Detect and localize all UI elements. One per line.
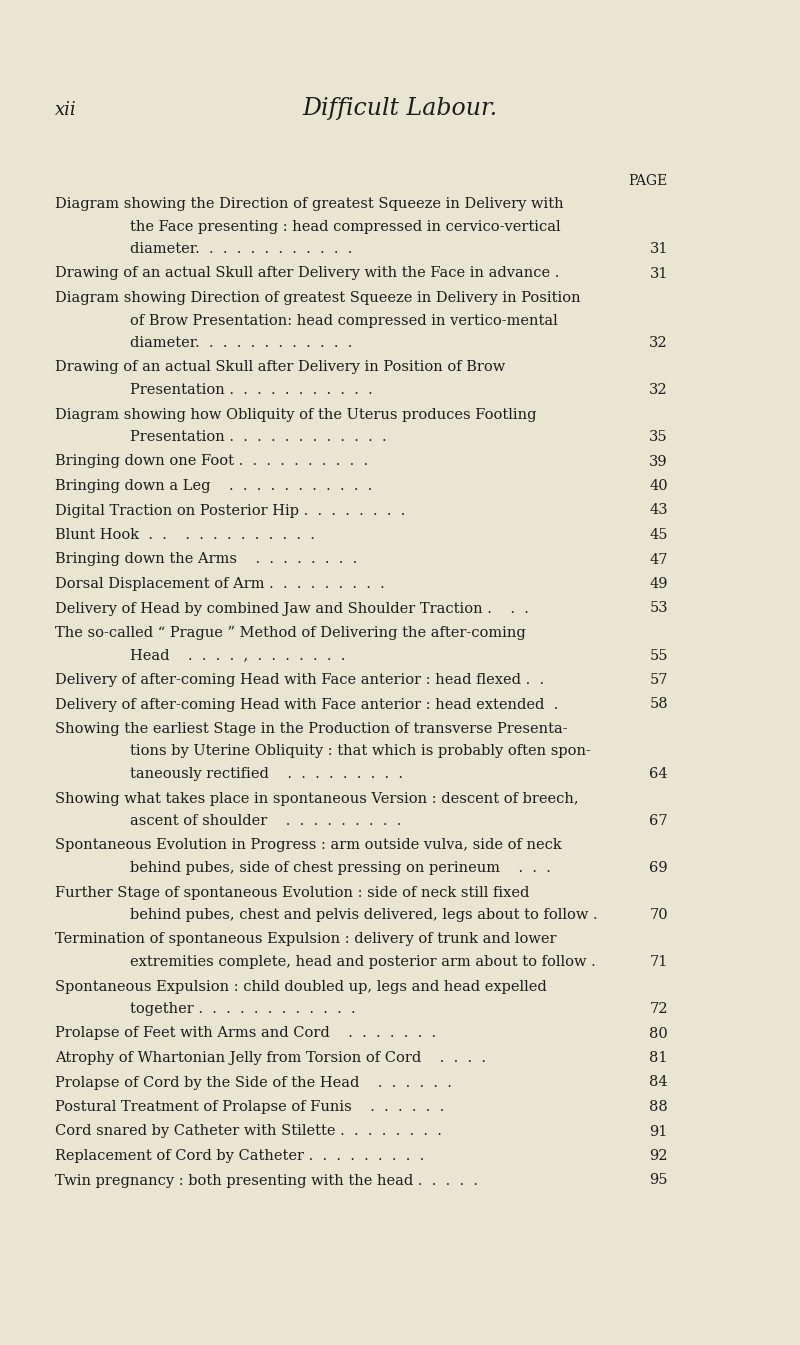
Text: ascent of shoulder    .  .  .  .  .  .  .  .  .: ascent of shoulder . . . . . . . . . <box>130 814 402 829</box>
Text: Prolapse of Feet with Arms and Cord    .  .  .  .  .  .  .: Prolapse of Feet with Arms and Cord . . … <box>55 1026 436 1041</box>
Text: 72: 72 <box>650 1002 668 1015</box>
Text: 32: 32 <box>650 383 668 397</box>
Text: 32: 32 <box>650 336 668 350</box>
Text: Showing the earliest Stage in the Production of transverse Presenta-: Showing the earliest Stage in the Produc… <box>55 722 568 736</box>
Text: 69: 69 <box>650 861 668 876</box>
Text: 71: 71 <box>650 955 668 968</box>
Text: Bringing down a Leg    .  .  .  .  .  .  .  .  .  .  .: Bringing down a Leg . . . . . . . . . . … <box>55 479 372 494</box>
Text: 67: 67 <box>650 814 668 829</box>
Text: 91: 91 <box>650 1124 668 1138</box>
Text: 64: 64 <box>650 767 668 781</box>
Text: 45: 45 <box>650 529 668 542</box>
Text: 31: 31 <box>650 266 668 281</box>
Text: behind pubes, side of chest pressing on perineum    .  .  .: behind pubes, side of chest pressing on … <box>130 861 551 876</box>
Text: 39: 39 <box>650 455 668 468</box>
Text: Bringing down one Foot .  .  .  .  .  .  .  .  .  .: Bringing down one Foot . . . . . . . . .… <box>55 455 368 468</box>
Text: 92: 92 <box>650 1149 668 1163</box>
Text: 57: 57 <box>650 672 668 687</box>
Text: 81: 81 <box>650 1050 668 1065</box>
Text: Replacement of Cord by Catheter .  .  .  .  .  .  .  .  .: Replacement of Cord by Catheter . . . . … <box>55 1149 424 1163</box>
Text: diameter.  .  .  .  .  .  .  .  .  .  .  .: diameter. . . . . . . . . . . . <box>130 336 352 350</box>
Text: Termination of spontaneous Expulsion : delivery of trunk and lower: Termination of spontaneous Expulsion : d… <box>55 932 557 947</box>
Text: Showing what takes place in spontaneous Version : descent of breech,: Showing what takes place in spontaneous … <box>55 791 578 806</box>
Text: 35: 35 <box>650 430 668 444</box>
Text: together .  .  .  .  .  .  .  .  .  .  .  .: together . . . . . . . . . . . . <box>130 1002 356 1015</box>
Text: diameter.  .  .  .  .  .  .  .  .  .  .  .: diameter. . . . . . . . . . . . <box>130 242 352 256</box>
Text: 55: 55 <box>650 648 668 663</box>
Text: Delivery of after-coming Head with Face anterior : head extended  .: Delivery of after-coming Head with Face … <box>55 698 558 712</box>
Text: the Face presenting : head compressed in cervico-vertical: the Face presenting : head compressed in… <box>130 219 561 234</box>
Text: Digital Traction on Posterior Hip .  .  .  .  .  .  .  .: Digital Traction on Posterior Hip . . . … <box>55 503 406 518</box>
Text: 43: 43 <box>650 503 668 518</box>
Text: Drawing of an actual Skull after Delivery in Position of Brow: Drawing of an actual Skull after Deliver… <box>55 360 506 374</box>
Text: 31: 31 <box>650 242 668 256</box>
Text: Twin pregnancy : both presenting with the head .  .  .  .  .: Twin pregnancy : both presenting with th… <box>55 1173 478 1188</box>
Text: Bringing down the Arms    .  .  .  .  .  .  .  .: Bringing down the Arms . . . . . . . . <box>55 553 358 566</box>
Text: Prolapse of Cord by the Side of the Head    .  .  .  .  .  .: Prolapse of Cord by the Side of the Head… <box>55 1076 452 1089</box>
Text: 80: 80 <box>650 1026 668 1041</box>
Text: taneously rectified    .  .  .  .  .  .  .  .  .: taneously rectified . . . . . . . . . <box>130 767 403 781</box>
Text: 70: 70 <box>650 908 668 923</box>
Text: 95: 95 <box>650 1173 668 1188</box>
Text: 47: 47 <box>650 553 668 566</box>
Text: Diagram showing how Obliquity of the Uterus produces Footling: Diagram showing how Obliquity of the Ute… <box>55 408 537 421</box>
Text: Diagram showing the Direction of greatest Squeeze in Delivery with: Diagram showing the Direction of greates… <box>55 196 564 211</box>
Text: 40: 40 <box>650 479 668 494</box>
Text: 53: 53 <box>650 601 668 616</box>
Text: PAGE: PAGE <box>629 174 668 188</box>
Text: Spontaneous Expulsion : child doubled up, legs and head expelled: Spontaneous Expulsion : child doubled up… <box>55 979 546 994</box>
Text: Cord snared by Catheter with Stilette .  .  .  .  .  .  .  .: Cord snared by Catheter with Stilette . … <box>55 1124 442 1138</box>
Text: Delivery of after-coming Head with Face anterior : head flexed .  .: Delivery of after-coming Head with Face … <box>55 672 544 687</box>
Text: Drawing of an actual Skull after Delivery with the Face in advance .: Drawing of an actual Skull after Deliver… <box>55 266 559 281</box>
Text: Further Stage of spontaneous Evolution : side of neck still fixed: Further Stage of spontaneous Evolution :… <box>55 885 530 900</box>
Text: Postural Treatment of Prolapse of Funis    .  .  .  .  .  .: Postural Treatment of Prolapse of Funis … <box>55 1100 444 1114</box>
Text: 88: 88 <box>650 1100 668 1114</box>
Text: Blunt Hook  .  .    .  .  .  .  .  .  .  .  .  .: Blunt Hook . . . . . . . . . . . . <box>55 529 315 542</box>
Text: Dorsal Displacement of Arm .  .  .  .  .  .  .  .  .: Dorsal Displacement of Arm . . . . . . .… <box>55 577 385 590</box>
Text: extremities complete, head and posterior arm about to follow .: extremities complete, head and posterior… <box>130 955 596 968</box>
Text: of Brow Presentation: head compressed in vertico-mental: of Brow Presentation: head compressed in… <box>130 313 558 327</box>
Text: tions by Uterine Obliquity : that which is probably often spon-: tions by Uterine Obliquity : that which … <box>130 745 591 759</box>
Text: 84: 84 <box>650 1076 668 1089</box>
Text: xii: xii <box>55 101 77 118</box>
Text: 49: 49 <box>650 577 668 590</box>
Text: Atrophy of Whartonian Jelly from Torsion of Cord    .  .  .  .: Atrophy of Whartonian Jelly from Torsion… <box>55 1050 486 1065</box>
Text: Diagram showing Direction of greatest Squeeze in Delivery in Position: Diagram showing Direction of greatest Sq… <box>55 291 581 305</box>
Text: behind pubes, chest and pelvis delivered, legs about to follow .: behind pubes, chest and pelvis delivered… <box>130 908 598 923</box>
Text: Delivery of Head by combined Jaw and Shoulder Traction .    .  .: Delivery of Head by combined Jaw and Sho… <box>55 601 529 616</box>
Text: Spontaneous Evolution in Progress : arm outside vulva, side of neck: Spontaneous Evolution in Progress : arm … <box>55 838 562 853</box>
Text: Head    .  .  .  .  ,  .  .  .  .  .  .  .: Head . . . . , . . . . . . . <box>130 648 346 663</box>
Text: Presentation .  .  .  .  .  .  .  .  .  .  .: Presentation . . . . . . . . . . . <box>130 383 373 397</box>
Text: Presentation .  .  .  .  .  .  .  .  .  .  .  .: Presentation . . . . . . . . . . . . <box>130 430 386 444</box>
Text: 58: 58 <box>650 698 668 712</box>
Text: Difficult Labour.: Difficult Labour. <box>302 97 498 120</box>
Text: The so-called “ Prague ” Method of Delivering the after-coming: The so-called “ Prague ” Method of Deliv… <box>55 625 526 640</box>
